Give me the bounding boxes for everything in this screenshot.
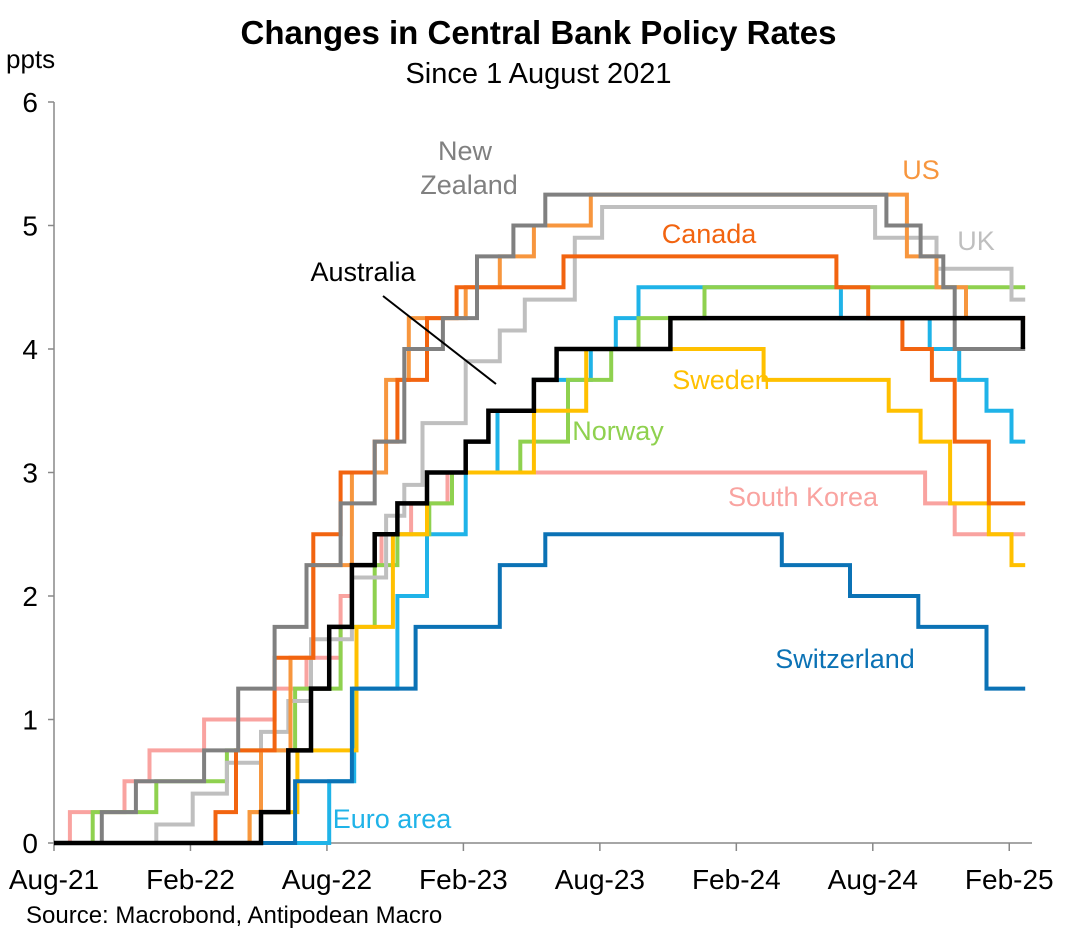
x-tick-label: Feb-22 [146, 864, 235, 895]
x-tick-label: Aug-24 [828, 864, 918, 895]
series-label-us: US [902, 155, 940, 185]
series-label-zealand: Zealand [420, 170, 518, 200]
series-label-sweden: Sweden [672, 365, 770, 395]
series-line-canada [54, 254, 1026, 845]
chart-subtitle: Since 1 August 2021 [405, 58, 672, 90]
series-label-canada: Canada [662, 219, 758, 249]
series-label-australia: Australia [310, 257, 416, 287]
series-label-euro-area: Euro area [333, 804, 453, 834]
y-tick-label: 6 [22, 87, 38, 118]
series-label-new: New [438, 136, 493, 166]
series-line-new-zealand [54, 192, 1026, 845]
y-tick-label: 4 [22, 334, 38, 365]
australia-pointer-line [382, 295, 497, 385]
series-label-south-korea: South Korea [728, 482, 879, 512]
y-tick-label: 5 [22, 211, 38, 242]
x-tick-label: Feb-24 [692, 864, 781, 895]
x-tick-label: Feb-23 [419, 864, 508, 895]
x-tick-label: Aug-21 [9, 864, 99, 895]
series-line-switzerland [54, 532, 1026, 845]
series-line-us [54, 192, 1026, 845]
series-line-sweden [54, 347, 1026, 845]
y-tick-label: 0 [22, 828, 38, 859]
y-tick-label: 2 [22, 581, 38, 612]
series-label-switzerland: Switzerland [775, 644, 915, 674]
series-line-australia [54, 315, 1026, 846]
x-tick-label: Aug-23 [555, 864, 645, 895]
series-label-norway: Norway [572, 416, 664, 446]
y-tick-label: 1 [22, 705, 38, 736]
series-label-uk: UK [957, 226, 995, 256]
x-tick-label: Aug-22 [282, 864, 372, 895]
chart-title: Changes in Central Bank Policy Rates [240, 14, 837, 51]
series-line-uk [54, 205, 1026, 845]
source-note: Source: Macrobond, Antipodean Macro [26, 902, 443, 929]
x-tick-label: Feb-25 [965, 864, 1054, 895]
y-tick-label: 3 [22, 458, 38, 489]
y-axis-unit-label: ppts [6, 44, 56, 74]
series-line-euro-area [54, 285, 1026, 845]
